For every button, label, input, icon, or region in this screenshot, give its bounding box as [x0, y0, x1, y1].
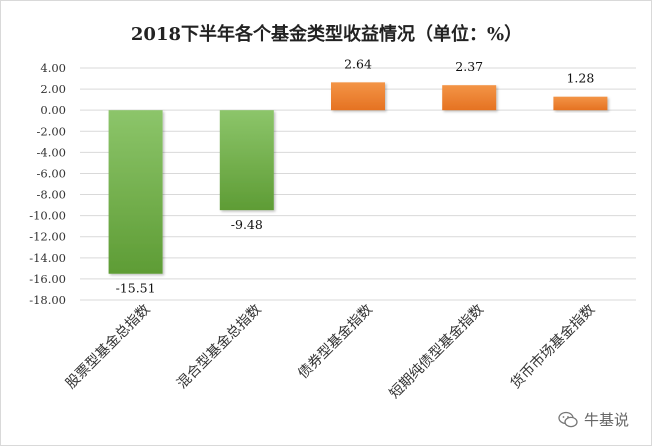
bar — [442, 85, 497, 111]
watermark: 牛基说 — [558, 409, 629, 430]
x-category-label: 短期纯债型基金指数 — [386, 301, 487, 402]
y-tick-label: -16.00 — [29, 272, 66, 286]
y-tick-label: 0.00 — [40, 103, 66, 117]
data-label: 2.37 — [455, 59, 483, 74]
bars — [108, 82, 608, 274]
data-label: -15.51 — [116, 281, 156, 296]
y-tick-label: -14.00 — [29, 251, 66, 265]
data-label: 2.64 — [344, 56, 372, 71]
chart-title: 2018下半年各个基金类型收益情况（单位：%） — [130, 24, 523, 45]
x-category-label: 货币市场基金指数 — [507, 301, 598, 392]
x-category-label: 混合型基金总指数 — [173, 301, 264, 392]
x-category-label: 债券型基金指数 — [295, 301, 376, 382]
watermark-text: 牛基说 — [584, 411, 630, 429]
wechat-icon — [558, 411, 578, 427]
bar — [219, 110, 274, 211]
bar — [331, 82, 385, 111]
data-label: 1.28 — [566, 71, 594, 86]
y-tick-label: -18.00 — [29, 293, 66, 307]
bar — [553, 96, 608, 111]
y-tick-label: -4.00 — [37, 145, 67, 159]
y-tick-label: -8.00 — [37, 188, 67, 202]
y-tick-label: 4.00 — [40, 61, 66, 75]
data-labels: -15.51 -9.48 2.64 2.37 1.28 — [116, 56, 595, 295]
data-label: -9.48 — [231, 217, 263, 232]
y-tick-label: -10.00 — [29, 209, 66, 223]
x-axis-categories: 股票型基金总指数 混合型基金总指数 债券型基金指数 短期纯债型基金指数 货币市场基金指数 — [62, 301, 598, 402]
y-axis-ticks: 4.00 2.00 0.00 -2.00 -4.00 -6.00 -8.00 -10.00 -1… — [29, 61, 66, 307]
y-tick-label: -2.00 — [37, 124, 67, 138]
y-tick-label: 2.00 — [40, 82, 66, 96]
x-category-label: 股票型基金总指数 — [62, 301, 153, 392]
bar — [108, 110, 163, 274]
y-tick-label: -12.00 — [29, 230, 66, 244]
y-tick-label: -6.00 — [37, 166, 67, 180]
